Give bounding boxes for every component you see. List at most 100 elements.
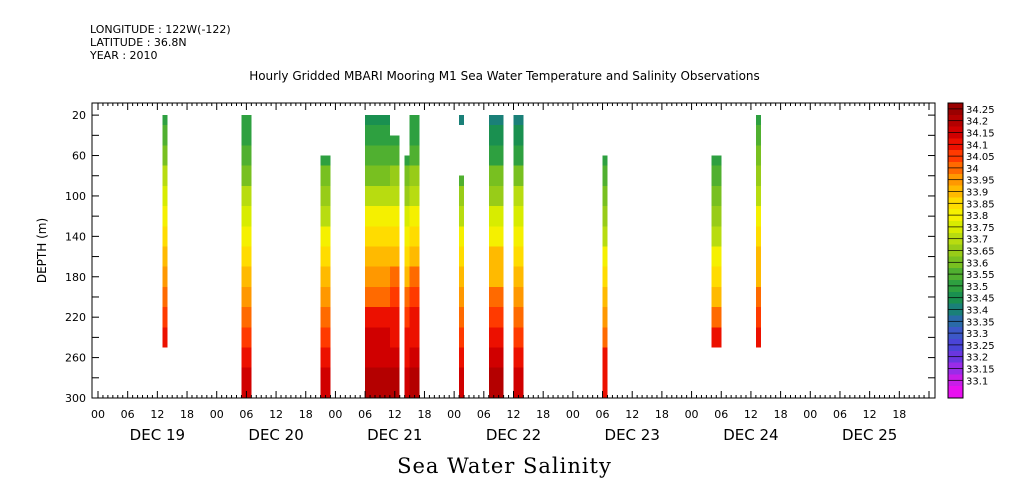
- x-axis-title: Sea Water Salinity: [397, 454, 612, 478]
- data-cell: [459, 226, 465, 247]
- data-cell: [513, 115, 524, 126]
- colorbar-label: 34.15: [966, 129, 995, 140]
- x-tick-label: 00: [566, 408, 580, 421]
- x-tick-label: 06: [477, 408, 491, 421]
- colorbar-label: 33.75: [966, 223, 995, 234]
- data-cell: [602, 367, 608, 388]
- x-tick-label: 06: [833, 408, 847, 421]
- x-tick-label: 12: [150, 408, 164, 421]
- longitude-label: LONGITUDE : 122W(-122): [90, 23, 231, 36]
- data-cell: [320, 246, 331, 267]
- colorbar-label: 33.7: [966, 235, 988, 246]
- x-tick-label: 12: [863, 408, 877, 421]
- data-cell: [365, 165, 390, 186]
- x-tick-label: 00: [91, 408, 105, 421]
- data-cell: [365, 125, 390, 146]
- y-tick-label: 180: [65, 271, 86, 284]
- colorbar-label: 34.05: [966, 152, 995, 163]
- data-column-8: [459, 175, 465, 398]
- data-cell: [320, 327, 331, 348]
- data-cell: [602, 185, 608, 207]
- colorbar-label: 33.65: [966, 247, 995, 258]
- x-day-label: DEC 23: [605, 426, 660, 444]
- data-cell: [409, 286, 420, 308]
- data-cell: [409, 165, 420, 186]
- colorbar-label: 33.2: [966, 353, 988, 364]
- data-cell: [320, 367, 331, 388]
- data-cell: [162, 165, 168, 186]
- data-cell: [488, 145, 504, 166]
- data-cell: [320, 155, 331, 166]
- data-cell: [404, 307, 410, 328]
- x-tick-label: 00: [328, 408, 342, 421]
- data-cell: [755, 145, 761, 166]
- data-column-7: [459, 115, 465, 126]
- data-cell: [488, 115, 504, 126]
- data-cell: [241, 125, 252, 146]
- data-cell: [755, 307, 761, 328]
- data-cell: [320, 185, 331, 207]
- data-cell: [513, 307, 524, 328]
- data-column-10: [513, 115, 524, 398]
- data-cell: [409, 367, 420, 388]
- data-cell: [513, 367, 524, 388]
- data-cell: [389, 135, 400, 146]
- data-cell: [241, 367, 252, 388]
- x-day-label: DEC 20: [248, 426, 303, 444]
- data-column-12: [711, 155, 722, 348]
- data-cell: [409, 387, 420, 398]
- data-cell: [389, 226, 400, 247]
- data-cell: [488, 327, 504, 348]
- data-cell: [241, 206, 252, 227]
- data-cell: [459, 307, 465, 328]
- data-cell: [241, 115, 252, 126]
- data-cell: [513, 246, 524, 267]
- data-cell: [602, 347, 608, 368]
- data-cell: [488, 185, 504, 207]
- data-cell: [389, 266, 400, 287]
- data-cell: [459, 327, 465, 348]
- y-tick-label: 140: [65, 230, 86, 243]
- data-cell: [389, 327, 400, 348]
- data-cell: [365, 246, 390, 267]
- data-cell: [162, 327, 168, 348]
- data-cell: [162, 206, 168, 227]
- data-cell: [409, 327, 420, 348]
- colorbar-label: 33.45: [966, 294, 995, 305]
- y-tick-label: 260: [65, 352, 86, 365]
- x-day-label: DEC 25: [842, 426, 897, 444]
- data-cell: [711, 185, 722, 207]
- chart-title: Hourly Gridded MBARI Mooring M1 Sea Wate…: [249, 69, 760, 83]
- data-cell: [162, 115, 168, 126]
- colorbar-label: 33.9: [966, 188, 988, 199]
- data-cell: [404, 246, 410, 267]
- x-tick-label: 06: [358, 408, 372, 421]
- data-cell: [711, 266, 722, 287]
- data-cell: [404, 185, 410, 207]
- data-cell: [602, 286, 608, 308]
- x-day-label: DEC 19: [130, 426, 185, 444]
- data-cell: [365, 367, 390, 388]
- data-cell: [162, 226, 168, 247]
- x-tick-label: 18: [774, 408, 788, 421]
- data-cell: [711, 165, 722, 186]
- colorbar-label: 33.1: [966, 376, 988, 387]
- x-tick-label: 12: [269, 408, 283, 421]
- data-cell: [162, 185, 168, 207]
- data-cell: [513, 286, 524, 308]
- data-cell: [320, 226, 331, 247]
- x-day-label: DEC 24: [723, 426, 778, 444]
- data-column-13: [755, 115, 761, 348]
- data-cell: [602, 206, 608, 227]
- x-tick-label: 18: [892, 408, 906, 421]
- data-cell: [241, 307, 252, 328]
- data-cell: [409, 347, 420, 368]
- data-cell: [602, 266, 608, 287]
- data-cell: [459, 175, 465, 186]
- colorbar-label: 33.3: [966, 329, 988, 340]
- data-cell: [365, 347, 390, 368]
- colorbar-label: 33.15: [966, 365, 995, 376]
- data-cell: [320, 347, 331, 368]
- x-tick-label: 18: [180, 408, 194, 421]
- data-cell: [602, 387, 608, 398]
